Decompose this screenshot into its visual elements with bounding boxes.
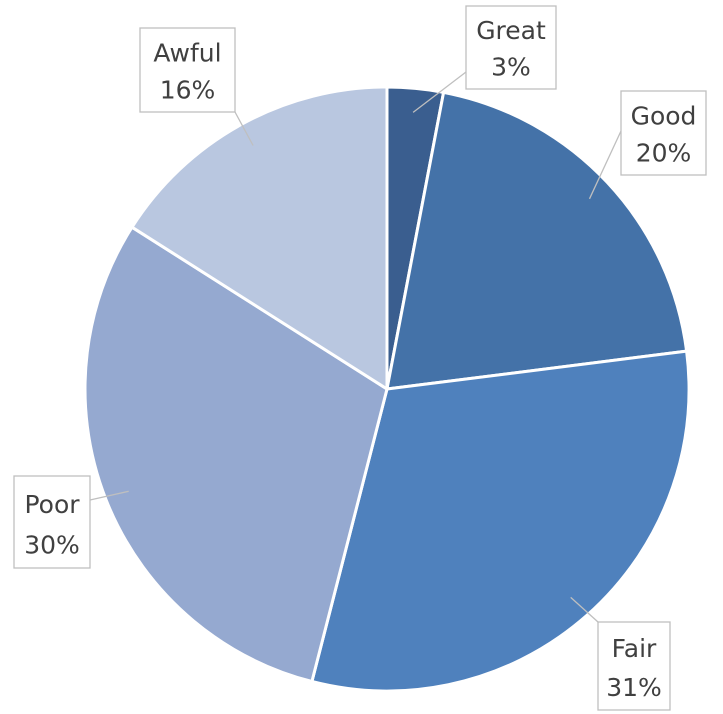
slice-value-fair: 31% (606, 673, 662, 702)
callout-poor: Poor 30% (13, 475, 129, 569)
pie-slices (83, 85, 691, 693)
slice-label-good: Good (631, 102, 697, 131)
callout-fair: Fair 31% (570, 596, 671, 711)
leader-line-good (588, 130, 622, 200)
callout-box-fair (597, 621, 671, 711)
leader-line-poor (89, 490, 129, 501)
callout-box-poor (13, 475, 91, 569)
callout-box-awful (139, 27, 236, 113)
slice-value-good: 20% (636, 139, 692, 168)
slice-value-awful: 16% (160, 76, 216, 105)
leader-line-fair (570, 596, 599, 623)
leader-line-great (412, 71, 467, 113)
slice-value-poor: 30% (24, 530, 80, 559)
callout-box-good (620, 90, 707, 176)
pie-callouts: Great 3% Good 20% Fair 31% Poor 30% Awful 16% (13, 5, 707, 711)
slice-label-great: Great (476, 16, 546, 45)
callout-awful: Awful 16% (139, 27, 254, 146)
callout-great: Great 3% (412, 5, 557, 113)
slice-label-fair: Fair (612, 634, 657, 663)
slice-label-awful: Awful (153, 39, 221, 68)
leader-line-awful (234, 111, 254, 146)
callout-box-great (465, 5, 557, 90)
pie-slice-good (385, 90, 689, 391)
callout-good: Good 20% (588, 90, 707, 200)
slice-label-poor: Poor (24, 490, 80, 519)
pie-slice-poor (83, 225, 389, 684)
pie-slice-fair (310, 349, 691, 693)
slice-value-great: 3% (491, 53, 531, 82)
